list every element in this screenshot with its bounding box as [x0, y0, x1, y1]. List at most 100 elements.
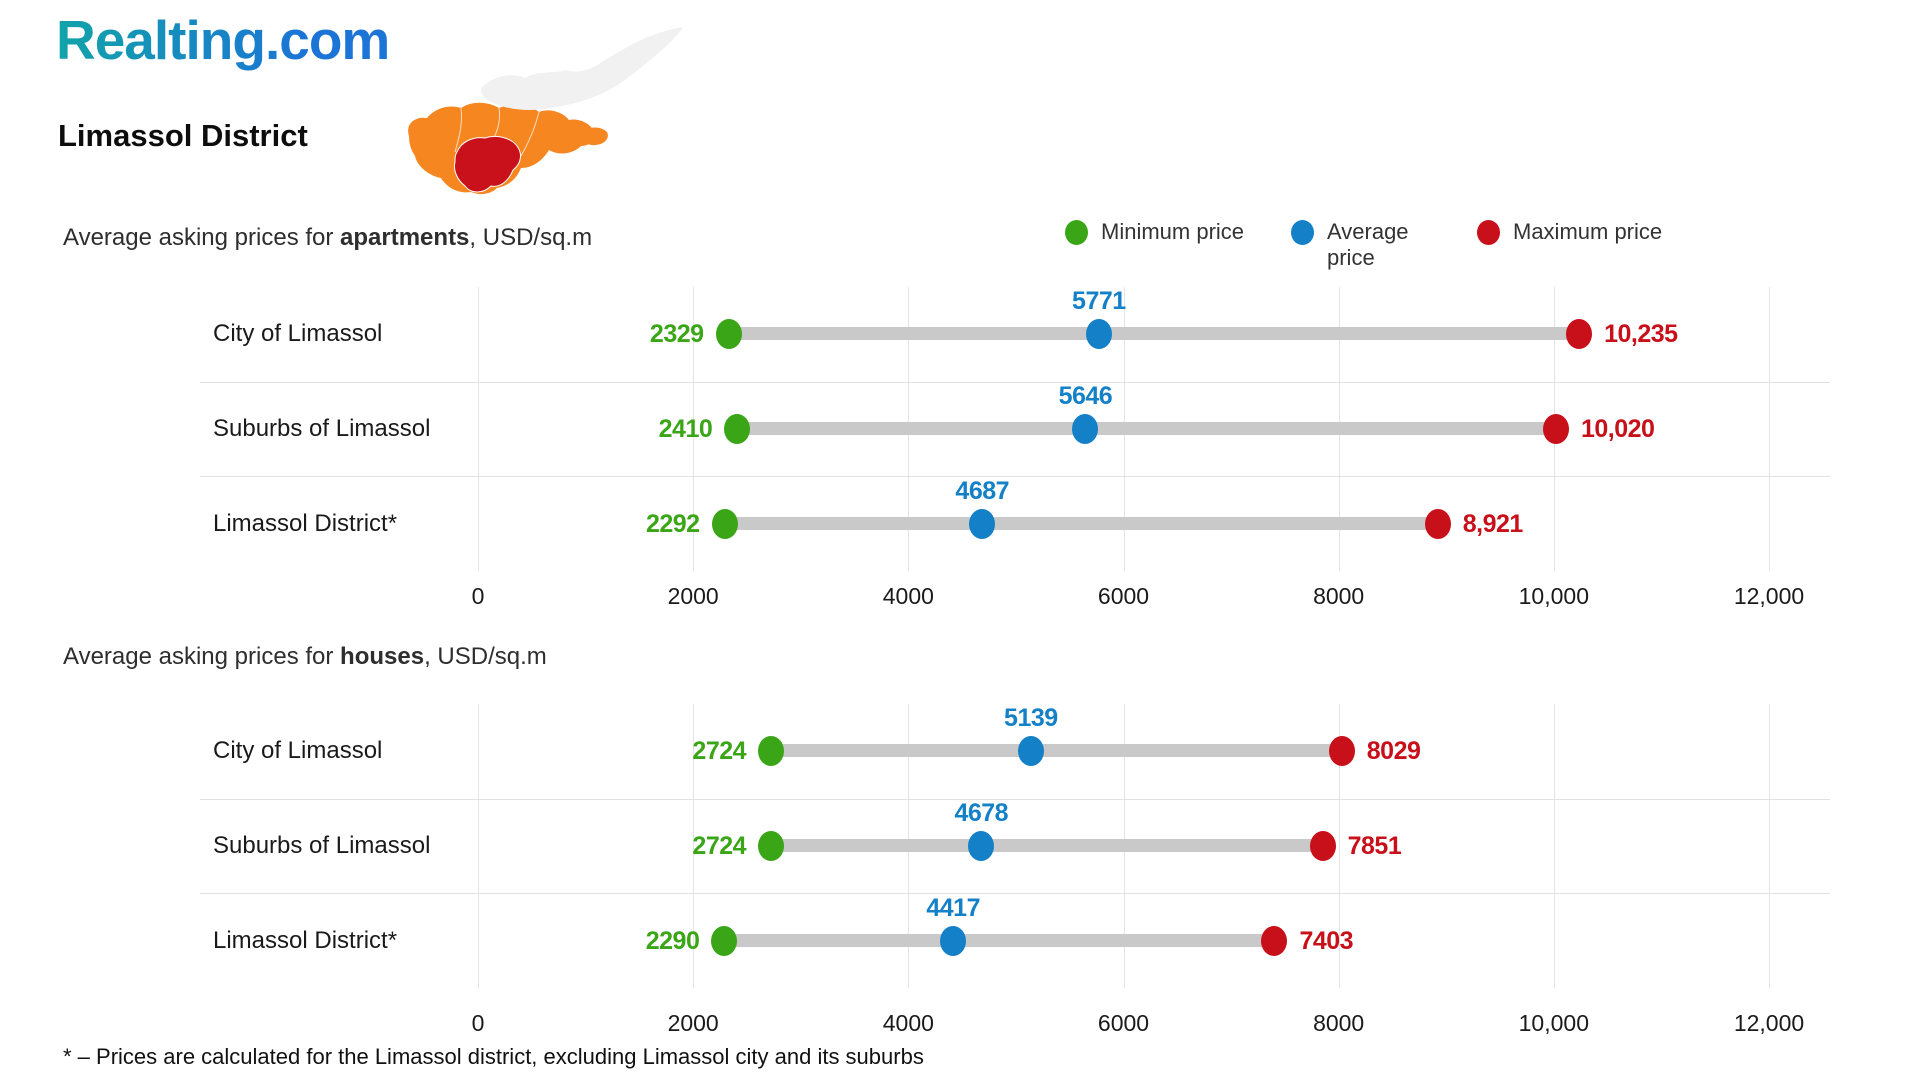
- houses-title-bold: houses: [340, 643, 425, 670]
- range-bar: [771, 744, 1342, 758]
- avg-dot: [968, 831, 995, 861]
- x-tick-label: 2000: [667, 1010, 719, 1036]
- x-tick-label: 8000: [1313, 1010, 1365, 1036]
- apartments-title-suffix: , USD/sq.m: [469, 224, 593, 251]
- range-bar: [737, 422, 1556, 435]
- map-north-region: [481, 27, 683, 110]
- min-dot: [711, 508, 738, 539]
- min-value-label: 2329: [649, 320, 704, 349]
- grid-vline: [478, 704, 479, 988]
- range-bar: [771, 839, 1323, 852]
- avg-dot: [1072, 414, 1099, 444]
- range-bar: [724, 933, 1275, 947]
- average-price-dot-icon: [1291, 220, 1314, 245]
- max-value-label: 10,020: [1580, 415, 1655, 443]
- grid-vline: [478, 287, 479, 571]
- map-limassol-district: [454, 135, 521, 193]
- row-label: City of Limassol: [213, 320, 383, 348]
- range-bar: [728, 327, 1580, 341]
- x-tick-label: 2000: [667, 583, 719, 609]
- avg-dot: [1085, 319, 1112, 350]
- min-dot: [758, 831, 785, 861]
- avg-value-label: 4417: [926, 893, 980, 922]
- avg-value-label: 5771: [1072, 287, 1126, 316]
- avg-dot: [969, 508, 996, 539]
- apartments-section-title: Average asking prices for apartments, US…: [63, 224, 592, 252]
- max-value-label: 10,235: [1604, 320, 1678, 349]
- max-dot: [1566, 319, 1593, 350]
- page-title: Limassol District: [58, 118, 308, 153]
- min-dot: [724, 414, 751, 444]
- x-tick-label: 8000: [1313, 583, 1365, 609]
- houses-title-suffix: , USD/sq.m: [424, 643, 547, 670]
- row-label: Limassol District*: [213, 509, 398, 537]
- min-value-label: 2290: [645, 926, 700, 955]
- min-dot: [758, 736, 785, 767]
- houses-title-prefix: Average asking prices for: [63, 643, 341, 670]
- row-label: City of Limassol: [213, 737, 383, 765]
- max-dot: [1542, 414, 1569, 444]
- grid-vline: [1769, 287, 1770, 571]
- min-value-label: 2724: [692, 832, 747, 860]
- avg-dot: [940, 925, 967, 956]
- max-dot: [1328, 736, 1355, 767]
- row-label: Suburbs of Limassol: [213, 832, 431, 859]
- max-dot: [1309, 831, 1336, 861]
- min-dot: [711, 925, 738, 956]
- row-separator: [200, 799, 1830, 800]
- legend-label-maximum: Maximum price: [1513, 219, 1663, 244]
- row-separator: [200, 476, 1830, 477]
- max-value-label: 8,921: [1462, 509, 1524, 538]
- x-tick-label: 10,000: [1518, 1010, 1589, 1036]
- max-dot: [1261, 925, 1288, 956]
- avg-value-label: 4678: [954, 799, 1009, 827]
- legend-item-average: Average price: [1291, 219, 1427, 271]
- range-bar: [724, 516, 1438, 530]
- grid-vline: [1338, 704, 1340, 988]
- x-tick-label: 6000: [1097, 583, 1150, 609]
- minimum-price-dot-icon: [1065, 220, 1088, 245]
- grid-vline: [693, 704, 695, 988]
- legend-label-minimum: Minimum price: [1101, 219, 1245, 244]
- max-value-label: 8029: [1366, 737, 1421, 766]
- max-dot: [1424, 508, 1451, 539]
- min-value-label: 2292: [645, 509, 700, 538]
- min-value-label: 2724: [692, 737, 747, 766]
- legend: Minimum price Average price Maximum pric…: [0, 0, 1920, 270]
- x-tick-label: 4000: [882, 583, 934, 609]
- min-dot: [715, 319, 742, 350]
- x-tick-label: 0: [471, 583, 485, 609]
- avg-value-label: 5646: [1058, 382, 1113, 410]
- row-separator: [200, 382, 1830, 383]
- x-tick-label: 6000: [1097, 1010, 1150, 1036]
- avg-value-label: 4687: [955, 476, 1010, 505]
- x-tick-label: 12,000: [1733, 1010, 1805, 1036]
- footnote: * – Prices are calculated for the Limass…: [63, 1044, 924, 1069]
- min-value-label: 2410: [658, 415, 713, 443]
- legend-item-maximum: Maximum price: [1477, 219, 1662, 245]
- x-tick-label: 0: [471, 1010, 485, 1036]
- row-label: Limassol District*: [213, 926, 398, 954]
- apartments-title-bold: apartments: [340, 224, 470, 251]
- grid-vline: [693, 287, 695, 571]
- max-value-label: 7851: [1347, 832, 1402, 860]
- grid-vline: [1553, 704, 1555, 988]
- legend-label-average: Average price: [1327, 219, 1409, 270]
- x-tick-label: 10,000: [1518, 583, 1589, 609]
- max-value-label: 7403: [1299, 926, 1354, 955]
- row-label: Suburbs of Limassol: [213, 415, 431, 442]
- map-east-district: [580, 127, 608, 146]
- realting-logo: Realting.com: [56, 9, 390, 71]
- avg-value-label: 5139: [1004, 704, 1058, 733]
- apartments-title-prefix: Average asking prices for: [63, 224, 341, 251]
- x-tick-label: 4000: [882, 1010, 934, 1036]
- legend-item-minimum: Minimum price: [1065, 219, 1244, 245]
- grid-vline: [1769, 704, 1770, 988]
- cyprus-map-icon: [408, 27, 683, 195]
- maximum-price-dot-icon: [1477, 220, 1500, 245]
- avg-dot: [1017, 736, 1044, 767]
- houses-section-title: Average asking prices for houses, USD/sq…: [63, 643, 547, 671]
